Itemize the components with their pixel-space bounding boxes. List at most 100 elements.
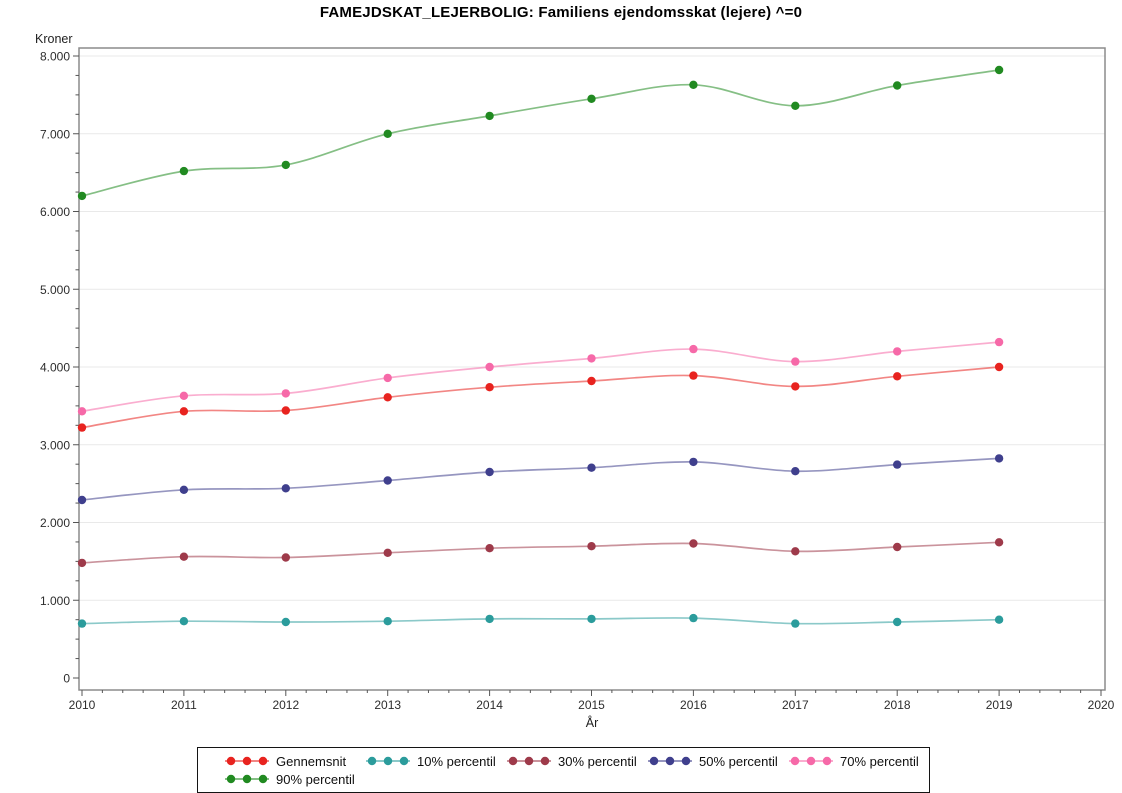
data-point-gennemsnit <box>383 393 392 402</box>
data-point-30-percentil <box>893 542 902 552</box>
data-point-10-percentil <box>383 617 392 626</box>
data-point-gennemsnit <box>689 371 698 380</box>
y-tick-label: 7.000 <box>40 127 70 141</box>
data-point-10-percentil <box>485 614 494 624</box>
data-point-10-percentil <box>893 617 902 627</box>
legend-label: 70% percentil <box>840 753 919 769</box>
data-point-gennemsnit <box>179 407 189 416</box>
y-tick-label: 6.000 <box>40 205 70 219</box>
legend-label: 10% percentil <box>417 753 496 769</box>
legend-marker <box>507 756 551 766</box>
legend-entry-70-percentil: 70% percentil <box>788 753 929 769</box>
series-line-70-percentil <box>81 341 1000 413</box>
y-tick-label: 5.000 <box>40 283 70 297</box>
data-point-50-percentil <box>383 476 392 485</box>
chart-title: FAMEJDSKAT_LEJERBOLIG: Familiens ejendom… <box>319 4 803 21</box>
data-point-50-percentil <box>485 467 494 477</box>
data-point-10-percentil <box>791 619 800 628</box>
data-point-10-percentil <box>281 617 290 627</box>
legend-marker <box>225 756 269 766</box>
data-point-gennemsnit <box>791 382 800 391</box>
data-point-50-percentil <box>893 460 902 469</box>
data-point-90-percentil <box>485 111 494 121</box>
series-line-gennemsnit <box>81 366 1000 429</box>
data-point-90-percentil <box>77 191 87 201</box>
legend-marker <box>789 756 833 766</box>
data-point-50-percentil <box>587 463 596 472</box>
data-point-70-percentil <box>689 344 698 354</box>
data-point-70-percentil <box>893 347 902 356</box>
data-point-70-percentil <box>383 373 392 383</box>
series-line-30-percentil <box>81 541 1000 564</box>
data-point-30-percentil <box>179 552 189 561</box>
x-tick-label: 2019 <box>986 698 1013 712</box>
legend-marker <box>225 774 269 784</box>
data-point-30-percentil <box>994 538 1004 547</box>
series-line-90-percentil <box>81 69 1000 197</box>
y-tick-label: 1.000 <box>40 594 70 608</box>
data-point-90-percentil <box>587 94 596 104</box>
data-point-gennemsnit <box>893 372 902 381</box>
data-point-gennemsnit <box>587 376 596 386</box>
data-point-gennemsnit <box>281 406 290 415</box>
legend-label: 50% percentil <box>699 753 778 769</box>
data-point-90-percentil <box>893 81 902 90</box>
data-point-90-percentil <box>791 101 800 111</box>
data-point-30-percentil <box>689 539 698 548</box>
data-point-70-percentil <box>587 354 596 363</box>
x-tick-label: 2020 <box>1088 698 1115 712</box>
data-point-gennemsnit <box>77 423 87 432</box>
x-tick-label: 2017 <box>782 698 809 712</box>
x-tick-label: 2013 <box>374 698 401 712</box>
data-point-90-percentil <box>179 166 189 176</box>
legend: Gennemsnit 10% percentil 30% percentil 50% … <box>197 747 930 793</box>
data-point-gennemsnit <box>994 362 1004 372</box>
legend-label: 30% percentil <box>558 753 637 769</box>
legend-entry-gennemsnit: Gennemsnit <box>224 753 365 769</box>
data-point-70-percentil <box>281 389 290 398</box>
data-point-30-percentil <box>281 553 290 562</box>
legend-entry-90-percentil: 90% percentil <box>224 771 365 787</box>
x-tick-label: 2016 <box>680 698 707 712</box>
data-point-90-percentil <box>689 80 698 90</box>
series-line-50-percentil <box>81 457 1000 501</box>
x-tick-label: 2011 <box>171 698 197 712</box>
data-point-70-percentil <box>994 337 1004 347</box>
data-point-50-percentil <box>77 495 87 505</box>
y-tick-label: 8.000 <box>40 50 70 64</box>
data-point-30-percentil <box>587 542 596 551</box>
y-axis-title: Kroner <box>35 32 73 46</box>
y-tick-label: 3.000 <box>40 438 70 452</box>
data-point-10-percentil <box>587 614 596 624</box>
legend-label: Gennemsnit <box>276 753 347 769</box>
x-axis-title: År <box>585 716 599 730</box>
x-tick-label: 2015 <box>578 698 605 712</box>
data-point-30-percentil <box>77 558 87 568</box>
plot-area: 0 1.000 2.000 3.000 4.000 5.000 6.000 7.000 8.00… <box>40 47 1115 712</box>
data-point-70-percentil <box>485 362 494 372</box>
legend-entry-30-percentil: 30% percentil <box>506 753 647 769</box>
data-point-gennemsnit <box>485 383 494 392</box>
legend-entry-50-percentil: 50% percentil <box>647 753 788 769</box>
data-point-70-percentil <box>77 407 87 416</box>
y-tick-label: 2.000 <box>40 516 70 530</box>
legend-label: 90% percentil <box>276 771 355 787</box>
data-point-50-percentil <box>281 484 290 493</box>
data-point-90-percentil <box>994 65 1004 75</box>
data-point-90-percentil <box>383 129 392 138</box>
data-point-50-percentil <box>791 467 800 476</box>
data-point-10-percentil <box>994 615 1004 624</box>
data-point-70-percentil <box>791 357 800 366</box>
data-point-30-percentil <box>485 544 494 553</box>
x-tick-label: 2012 <box>272 698 299 712</box>
data-point-50-percentil <box>689 457 698 467</box>
y-tick-label: 4.000 <box>40 361 70 375</box>
data-point-50-percentil <box>179 485 189 494</box>
data-point-10-percentil <box>179 617 189 626</box>
data-point-10-percentil <box>77 619 87 628</box>
legend-marker <box>648 756 692 766</box>
legend-marker <box>366 756 410 766</box>
data-point-30-percentil <box>383 548 392 557</box>
x-tick-label: 2014 <box>476 698 503 712</box>
x-tick-label: 2010 <box>69 698 96 712</box>
